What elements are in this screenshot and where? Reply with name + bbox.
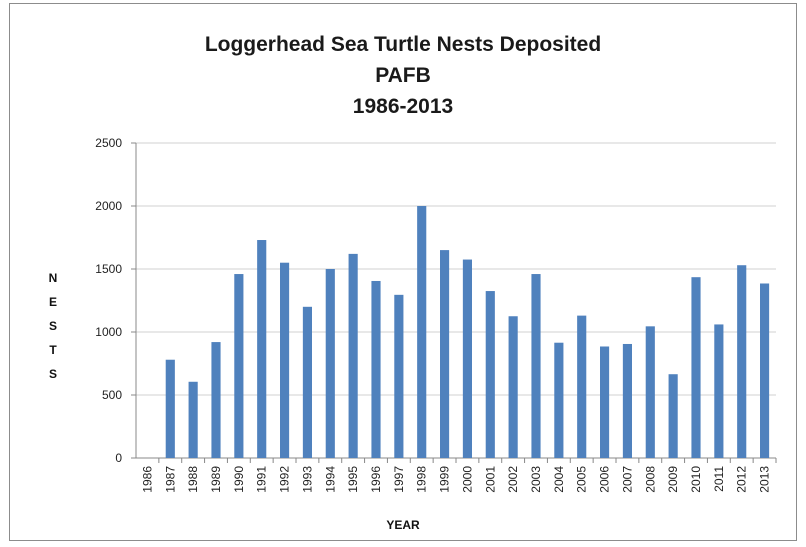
x-tick-label: 1993 xyxy=(300,466,314,493)
bar xyxy=(714,324,724,458)
x-tick-label: 1987 xyxy=(163,466,177,493)
x-tick-label: 2007 xyxy=(620,466,634,493)
bar xyxy=(600,346,610,458)
bar xyxy=(691,277,701,458)
bar xyxy=(668,374,678,458)
bar xyxy=(302,306,312,458)
y-axis-label-letter: T xyxy=(49,343,57,357)
bar xyxy=(211,342,221,458)
bar xyxy=(577,315,587,458)
x-tick-label: 2005 xyxy=(575,466,589,493)
bar xyxy=(760,283,770,458)
bar xyxy=(325,269,335,458)
x-tick-label: 1990 xyxy=(232,466,246,493)
x-tick-label: 1996 xyxy=(369,466,383,493)
bar xyxy=(257,240,267,458)
x-tick-label: 1994 xyxy=(323,466,337,493)
x-tick-label: 2001 xyxy=(483,466,497,493)
x-axis-label: YEAR xyxy=(386,518,420,532)
bar xyxy=(394,294,404,458)
x-tick-label: 2003 xyxy=(529,466,543,493)
bar xyxy=(280,262,290,458)
chart-date-range: 1986-2013 xyxy=(352,95,454,118)
y-tick-label: 2500 xyxy=(95,136,122,150)
x-tick-label: 1988 xyxy=(186,466,200,493)
x-tick-label: 1995 xyxy=(346,466,360,493)
y-tick-label: 1500 xyxy=(95,262,122,276)
x-tick-label: 2006 xyxy=(598,466,612,493)
y-axis-label-letter: S xyxy=(48,319,57,333)
bar xyxy=(531,274,541,458)
bar xyxy=(440,250,450,458)
bar xyxy=(554,342,564,458)
x-tick-label: 2008 xyxy=(643,466,657,493)
bar xyxy=(348,253,358,458)
y-tick-label: 500 xyxy=(102,388,122,402)
y-tick-label: 0 xyxy=(115,451,122,465)
x-tick-label: 2004 xyxy=(552,466,566,493)
y-tick-label: 2000 xyxy=(95,199,122,213)
x-tick-label: 1997 xyxy=(392,466,406,493)
bar xyxy=(645,326,655,458)
bar xyxy=(371,280,381,458)
chart-title: Loggerhead Sea Turtle Nests Deposited xyxy=(204,33,602,56)
x-tick-label: 2013 xyxy=(758,466,772,493)
x-tick-label: 1999 xyxy=(438,466,452,493)
x-tick-label: 2011 xyxy=(712,466,726,492)
y-axis-label-letter: S xyxy=(48,367,57,381)
bar xyxy=(508,316,518,458)
y-tick-label: 1000 xyxy=(95,325,122,339)
x-tick-label: 2010 xyxy=(689,466,703,493)
y-axis-label-letter: N xyxy=(48,271,58,285)
x-tick-label: 1989 xyxy=(209,466,223,493)
x-tick-label: 2000 xyxy=(460,466,474,493)
bar xyxy=(165,359,175,458)
x-tick-label: 1991 xyxy=(255,466,269,493)
bar xyxy=(622,343,632,458)
x-tick-label: 2012 xyxy=(735,466,749,493)
bar xyxy=(234,274,244,458)
chart-subtitle: PAFB xyxy=(375,64,431,87)
bar xyxy=(417,206,427,458)
x-tick-label: 2002 xyxy=(506,466,520,493)
x-tick-label: 2009 xyxy=(666,466,680,493)
bar xyxy=(188,381,198,458)
bar xyxy=(485,291,495,458)
x-tick-label: 1998 xyxy=(415,466,429,493)
x-tick-label: 1986 xyxy=(140,466,154,493)
bar xyxy=(462,259,472,458)
x-tick-label: 1992 xyxy=(278,466,292,493)
y-axis-label-letter: E xyxy=(48,295,57,309)
bar xyxy=(737,265,747,458)
